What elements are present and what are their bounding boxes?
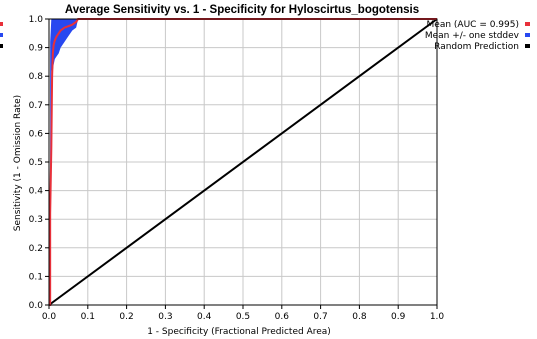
mean-roc-line <box>49 18 437 306</box>
y-tick-label: 0.5 <box>29 158 43 168</box>
x-tick-label: 0.2 <box>119 312 133 322</box>
lines-layer <box>48 18 438 306</box>
legend-label: Mean +/- one stddev <box>425 31 520 41</box>
y-tick-label: 0.0 <box>29 301 44 311</box>
x-tick-label: 0.5 <box>236 312 250 322</box>
left-legend-swatch <box>0 44 3 48</box>
y-tick-label: 0.1 <box>29 272 43 282</box>
x-tick-label: 1.0 <box>430 312 445 322</box>
x-tick-label: 0.6 <box>275 312 290 322</box>
x-axis-label: 1 - Specificity (Fractional Predicted Ar… <box>147 327 331 337</box>
y-tick-label: 0.7 <box>29 101 43 111</box>
legend-swatch <box>525 33 530 37</box>
legend-swatch <box>525 22 530 26</box>
legend-label: Mean (AUC = 0.995) <box>427 20 519 30</box>
y-axis-ticks: 0.0 0.1 0.2 0.3 0.4 0.5 0.6 0.7 0.8 0.9 1.0 <box>29 15 49 311</box>
y-tick-label: 1.0 <box>29 15 44 25</box>
y-tick-label: 0.6 <box>29 129 44 139</box>
y-tick-label: 0.3 <box>29 215 43 225</box>
y-tick-label: 0.9 <box>29 44 44 54</box>
left-legend-swatch <box>0 22 3 26</box>
left-legend-swatch <box>0 33 3 37</box>
legend: Mean (AUC = 0.995)Mean +/- one stddevRan… <box>425 20 530 52</box>
chart-title: Average Sensitivity vs. 1 - Specificity … <box>65 4 419 16</box>
x-tick-label: 0.0 <box>42 312 57 322</box>
y-tick-label: 0.4 <box>29 187 44 197</box>
y-tick-label: 0.8 <box>29 72 44 82</box>
x-tick-label: 0.8 <box>352 312 367 322</box>
random-prediction-line <box>48 18 438 306</box>
x-tick-label: 0.1 <box>81 312 95 322</box>
x-tick-label: 0.7 <box>313 312 327 322</box>
x-tick-label: 0.3 <box>158 312 172 322</box>
legend-label: Random Prediction <box>434 42 519 52</box>
y-axis-label: Sensitivity (1 - Omission Rate) <box>13 95 23 231</box>
legend-swatch <box>525 44 530 48</box>
y-tick-label: 0.2 <box>29 244 43 254</box>
x-tick-label: 0.9 <box>391 312 406 322</box>
x-tick-label: 0.4 <box>197 312 212 322</box>
x-axis-ticks: 0.0 0.1 0.2 0.3 0.4 0.5 0.6 0.7 0.8 0.9 1.0 <box>42 305 445 322</box>
left-edge-markers <box>0 22 3 48</box>
